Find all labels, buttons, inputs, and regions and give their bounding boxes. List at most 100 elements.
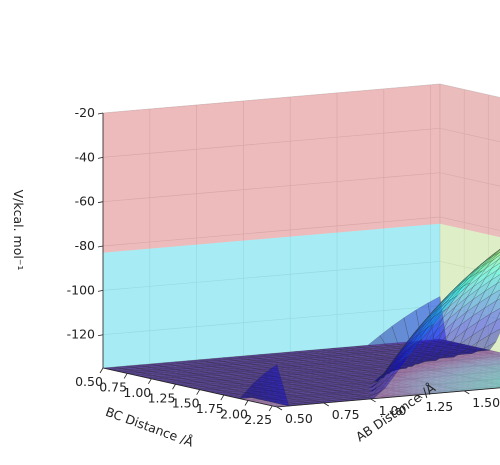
contour-cell bbox=[312, 379, 327, 382]
surface-cell bbox=[332, 358, 352, 362]
surface-cell bbox=[388, 355, 408, 373]
contour-cell bbox=[340, 382, 355, 385]
contour-cell bbox=[377, 370, 392, 373]
contour-cell bbox=[309, 355, 324, 358]
contour-cell bbox=[331, 380, 346, 383]
surface-cell bbox=[462, 266, 482, 283]
contour-cell bbox=[390, 359, 405, 361]
surface-cell bbox=[326, 353, 345, 357]
contour-cell bbox=[175, 380, 190, 383]
contour-cell bbox=[336, 387, 351, 390]
surface-cell bbox=[239, 393, 258, 397]
surface-cell bbox=[417, 351, 436, 355]
surface-cell bbox=[183, 381, 202, 384]
surface-cell bbox=[344, 349, 363, 353]
contour-cell bbox=[211, 362, 226, 365]
surface-cell bbox=[152, 374, 171, 377]
surface-cell bbox=[479, 253, 499, 270]
surface-cell bbox=[336, 392, 355, 396]
contour-cell bbox=[232, 387, 247, 390]
contour-cell bbox=[169, 367, 184, 370]
contour-cell bbox=[380, 359, 395, 362]
surface-cell bbox=[441, 353, 460, 356]
surface-cell bbox=[402, 339, 422, 360]
surface-cell bbox=[236, 362, 255, 366]
contour-cell bbox=[375, 352, 390, 355]
contour-cell bbox=[126, 366, 141, 369]
surface-cell bbox=[440, 341, 459, 345]
surface-cell bbox=[342, 390, 361, 394]
contour-cell bbox=[206, 361, 221, 364]
surface-cell bbox=[392, 353, 412, 357]
z-tick-label: -120 bbox=[67, 327, 95, 342]
contour-cell bbox=[495, 377, 500, 379]
surface-cell bbox=[267, 373, 286, 377]
surface-cell bbox=[188, 374, 208, 378]
surface-cell bbox=[477, 341, 497, 352]
contour-cell bbox=[225, 362, 240, 365]
surface-cell bbox=[127, 364, 146, 368]
contour-cell bbox=[222, 379, 237, 382]
surface-cell bbox=[458, 345, 478, 349]
contour-cell bbox=[296, 367, 311, 369]
surface-cell bbox=[241, 356, 260, 360]
surface-cell bbox=[339, 367, 359, 371]
surface-cell bbox=[276, 398, 295, 402]
contour-cell bbox=[330, 377, 345, 380]
surface-cell bbox=[416, 347, 436, 351]
surface-cell bbox=[407, 322, 426, 347]
contour-cell bbox=[389, 356, 405, 358]
surface-cell bbox=[277, 353, 297, 357]
contour-cell bbox=[213, 383, 228, 386]
surface-cell bbox=[343, 346, 363, 349]
contour-cell bbox=[290, 354, 305, 356]
contour-cell bbox=[443, 367, 458, 370]
contour-cell bbox=[496, 383, 500, 385]
surface-cell bbox=[387, 363, 407, 367]
surface-cell bbox=[265, 354, 284, 358]
surface-cell bbox=[340, 375, 359, 379]
surface-cell bbox=[280, 376, 299, 380]
surface-cell bbox=[193, 360, 212, 364]
surface-cell bbox=[483, 307, 500, 329]
contour-cell bbox=[441, 353, 456, 355]
surface-cell bbox=[396, 333, 415, 357]
surface-cell bbox=[285, 366, 304, 370]
contour-cell bbox=[290, 357, 305, 359]
surface-cell bbox=[224, 364, 243, 367]
contour-cell bbox=[467, 376, 482, 379]
contour-cell bbox=[453, 373, 468, 375]
contour-cell bbox=[320, 369, 335, 372]
contour-cell bbox=[415, 376, 430, 379]
contour-cell bbox=[235, 364, 250, 367]
contour-cell bbox=[310, 361, 325, 364]
contour-cell bbox=[493, 356, 500, 358]
contour-cell bbox=[351, 390, 366, 393]
contour-cell bbox=[198, 374, 213, 376]
surface-cell bbox=[432, 292, 451, 312]
surface-cell bbox=[309, 372, 329, 375]
surface-cell bbox=[260, 360, 279, 364]
surface-cell bbox=[413, 311, 433, 334]
surface-cell bbox=[237, 374, 256, 378]
contour-cell bbox=[489, 360, 500, 363]
surface-cell bbox=[251, 392, 270, 396]
contour-cell bbox=[457, 368, 472, 371]
contour-cell bbox=[183, 370, 198, 373]
contour-cell bbox=[248, 359, 263, 362]
contour-cell bbox=[244, 367, 259, 369]
contour-cell bbox=[428, 361, 443, 364]
contour-cell bbox=[469, 350, 484, 353]
contour-cell bbox=[299, 399, 315, 402]
surface-cell bbox=[396, 343, 416, 365]
contour-cell bbox=[453, 379, 468, 381]
surface-cell bbox=[232, 388, 252, 392]
surface-cell bbox=[381, 362, 401, 365]
contour-cell bbox=[403, 393, 418, 396]
surface-cell bbox=[262, 387, 282, 391]
surface-cell bbox=[393, 360, 413, 364]
contour-cell bbox=[343, 363, 358, 365]
surface-cell bbox=[328, 380, 348, 383]
contour-cell bbox=[277, 362, 292, 365]
surface-cell bbox=[359, 381, 378, 387]
